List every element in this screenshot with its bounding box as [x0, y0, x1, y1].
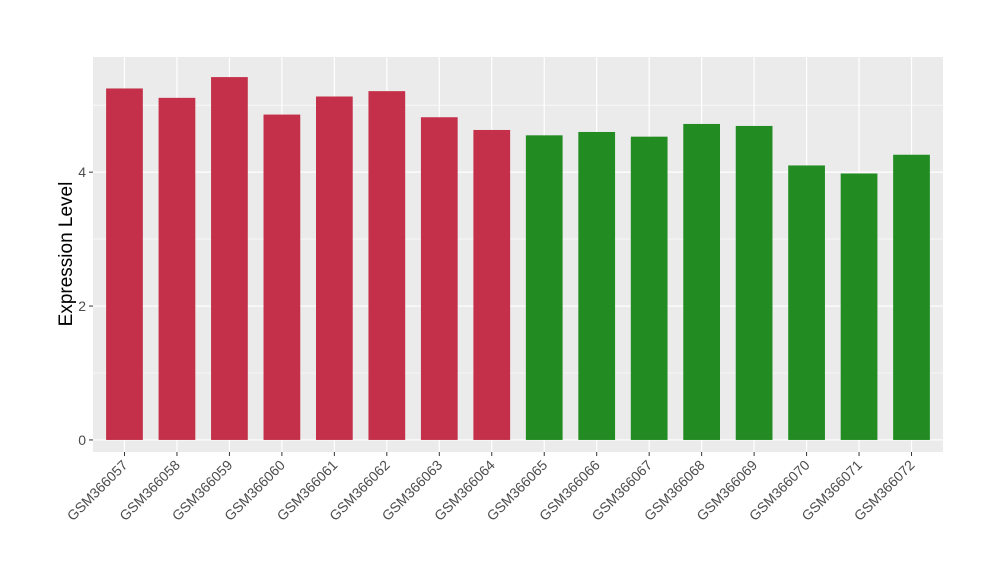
- bar-GSM366059: [211, 77, 248, 440]
- y-tick-label: 0: [78, 432, 86, 448]
- bar-GSM366058: [158, 97, 196, 440]
- bar-GSM366072: [893, 154, 930, 440]
- bar-GSM366066: [578, 131, 616, 440]
- x-axis: GSM366057GSM366058GSM366059GSM366060GSM3…: [64, 452, 918, 524]
- y-tick-label: 2: [78, 298, 86, 314]
- bar-GSM366061: [315, 96, 353, 440]
- bar-GSM366064: [473, 129, 511, 440]
- bar-GSM366065: [525, 135, 563, 440]
- bar-GSM366057: [106, 88, 143, 440]
- bar-GSM366071: [840, 173, 878, 440]
- bar-GSM366069: [735, 125, 773, 440]
- bar-GSM366060: [263, 114, 301, 440]
- bar-GSM366067: [630, 136, 668, 440]
- bar-GSM366068: [683, 123, 721, 440]
- y-axis: 0 2 4: [78, 164, 93, 448]
- y-axis-title: Expression Level: [56, 182, 77, 327]
- bar-GSM366062: [368, 91, 406, 440]
- bar-GSM366063: [420, 117, 458, 440]
- bar-series: [106, 77, 930, 440]
- y-tick-label: 4: [78, 164, 86, 180]
- bar-GSM366070: [788, 165, 825, 440]
